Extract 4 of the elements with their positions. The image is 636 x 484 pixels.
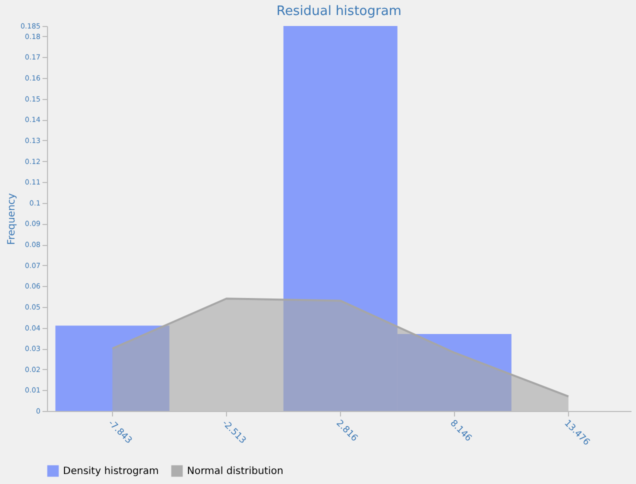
chart-title: Residual histogram xyxy=(276,4,402,19)
legend-label: Density histrogram xyxy=(63,466,159,477)
legend-label: Normal distribution xyxy=(187,466,284,477)
y-axis-title: Frequency xyxy=(6,193,18,245)
